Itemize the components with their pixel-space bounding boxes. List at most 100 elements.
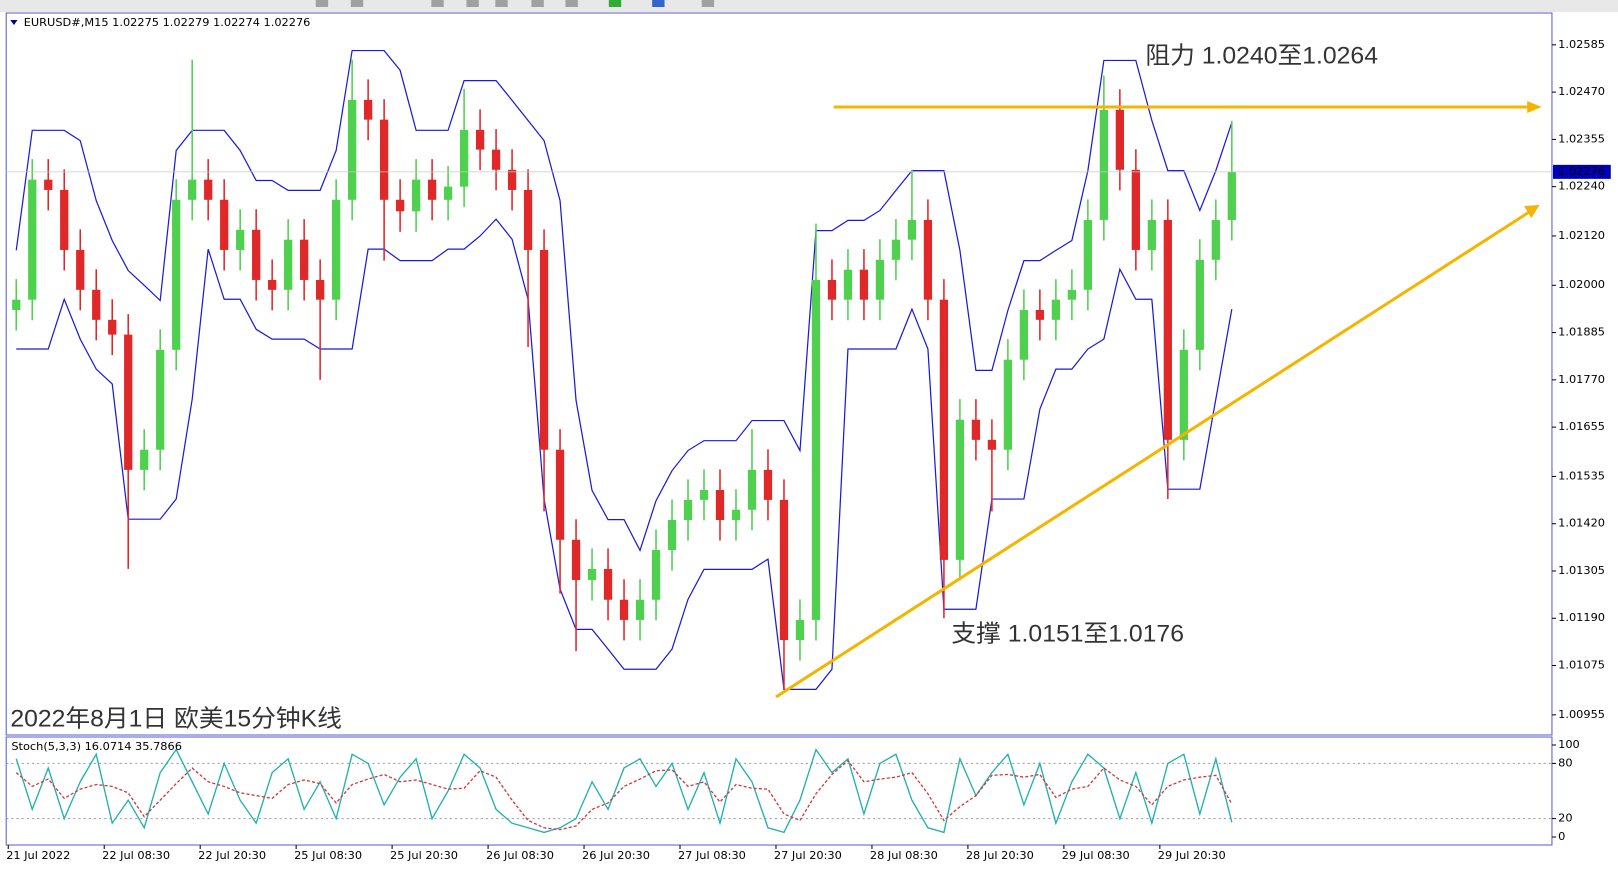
candle-body xyxy=(619,599,629,620)
candle-body xyxy=(475,129,485,150)
candle-body xyxy=(1067,289,1077,300)
annotation: 支撑 1.0151至1.0176 xyxy=(951,621,1184,648)
candle-body xyxy=(907,219,917,240)
support-line xyxy=(775,210,1531,699)
candle-body xyxy=(651,550,661,600)
candle-body xyxy=(12,299,21,310)
x-tick-label: 26 Jul 20:30 xyxy=(582,849,650,862)
x-tick-label: 22 Jul 08:30 xyxy=(102,849,170,862)
candle-body xyxy=(539,249,549,450)
x-tick-label: 25 Jul 20:30 xyxy=(390,849,458,862)
x-tick-label: 27 Jul 20:30 xyxy=(774,849,842,862)
candle-body xyxy=(939,299,949,560)
candle-body xyxy=(268,279,277,290)
candle-body xyxy=(252,229,261,280)
candle-body xyxy=(779,499,789,641)
annotation: 2022年8月1日 欧美15分钟K线 xyxy=(10,706,342,733)
y-tick-label: 0 xyxy=(1558,830,1565,843)
candle-body xyxy=(875,259,885,300)
candle-body xyxy=(188,179,197,200)
y-tick-label: 1.02585 xyxy=(1558,38,1605,51)
candle-body xyxy=(507,169,517,190)
bollinger-band xyxy=(16,218,1233,690)
candle-body xyxy=(1195,259,1204,350)
candle-body xyxy=(731,509,741,521)
candle-body xyxy=(811,279,821,620)
candle-body xyxy=(411,179,421,212)
x-tick-label: 29 Jul 08:30 xyxy=(1062,849,1130,862)
y-tick-label: 1.01535 xyxy=(1558,470,1605,483)
y-tick-label: 1.01655 xyxy=(1558,420,1605,433)
x-tick-label: 22 Jul 20:30 xyxy=(198,849,266,862)
candle-body xyxy=(1019,309,1029,360)
stoch-line xyxy=(15,759,1233,831)
candle-body xyxy=(571,539,581,581)
candle-body xyxy=(1051,299,1061,320)
toolbar xyxy=(0,0,1618,12)
y-tick-label: 1.01305 xyxy=(1558,564,1605,577)
candle-body xyxy=(76,249,85,290)
candle-body xyxy=(363,99,373,120)
chart-title: EURUSD#,M15 1.02275 1.02279 1.02274 1.02… xyxy=(24,16,311,29)
candle-body xyxy=(379,119,389,200)
candle-body xyxy=(204,179,213,200)
y-tick-label: 20 xyxy=(1558,812,1572,825)
candle-body xyxy=(1179,349,1188,440)
candle-body xyxy=(747,469,757,510)
x-tick-label: 28 Jul 08:30 xyxy=(870,849,938,862)
candle-body xyxy=(140,449,149,470)
candle-body xyxy=(955,419,965,560)
candle-body xyxy=(1083,219,1092,290)
toolbar-icons xyxy=(315,0,715,7)
candle-body xyxy=(555,449,565,540)
resistance-arrow xyxy=(1527,101,1542,113)
candle-body xyxy=(635,599,645,620)
candle-body xyxy=(60,189,69,250)
candle-body xyxy=(1211,219,1220,260)
candle-body xyxy=(108,319,117,335)
candle-body xyxy=(971,419,981,440)
stoch-title: Stoch(5,3,3) 16.0714 35.7866 xyxy=(11,740,182,753)
last-price-box xyxy=(1552,164,1611,179)
plot: 1.02585 1.02470 1.02355 1.02240 1.02120 1.020… xyxy=(6,38,1611,862)
x-tick-label: 28 Jul 20:30 xyxy=(966,849,1034,862)
candle-body xyxy=(491,149,501,170)
candle-body xyxy=(459,129,469,187)
candle-body xyxy=(44,179,53,190)
y-tick-label: 1.01075 xyxy=(1558,659,1605,672)
candle-body xyxy=(667,520,677,551)
candle-body xyxy=(28,179,37,300)
stoch-line xyxy=(15,748,1233,834)
y-tick-label: 1.02120 xyxy=(1558,229,1605,242)
x-tick-label: 25 Jul 08:30 xyxy=(294,849,362,862)
x-tick-label: 29 Jul 20:30 xyxy=(1158,849,1226,862)
annotation: 阻力 1.0240至1.0264 xyxy=(1145,43,1378,70)
candle-body xyxy=(1227,171,1236,220)
x-tick-label: 26 Jul 08:30 xyxy=(486,849,554,862)
candle-body xyxy=(300,239,309,280)
candle-body xyxy=(92,289,101,320)
candle-body xyxy=(587,568,597,581)
y-tick-label: 1.01770 xyxy=(1558,373,1605,386)
candle-body xyxy=(220,199,229,250)
last-price-label: 1.02276 xyxy=(1558,165,1605,178)
y-tick-label: 80 xyxy=(1558,757,1572,770)
candle-body xyxy=(236,229,245,250)
x-tick-label: 21 Jul 2022 xyxy=(6,849,70,862)
candle-body xyxy=(683,499,693,521)
candle-body xyxy=(316,279,325,300)
candle-body xyxy=(859,269,869,300)
y-tick-label: 1.01885 xyxy=(1558,326,1605,339)
candle-body xyxy=(443,186,453,200)
support-arrow xyxy=(1524,205,1540,218)
candle-body xyxy=(795,619,805,641)
y-tick-label: 1.00955 xyxy=(1558,708,1605,721)
candle-body xyxy=(843,269,853,300)
candle-body xyxy=(1003,359,1013,450)
candle-body xyxy=(1147,219,1156,250)
bollinger-band xyxy=(15,49,1233,553)
candle-body xyxy=(284,239,293,290)
candle-body xyxy=(427,179,437,200)
